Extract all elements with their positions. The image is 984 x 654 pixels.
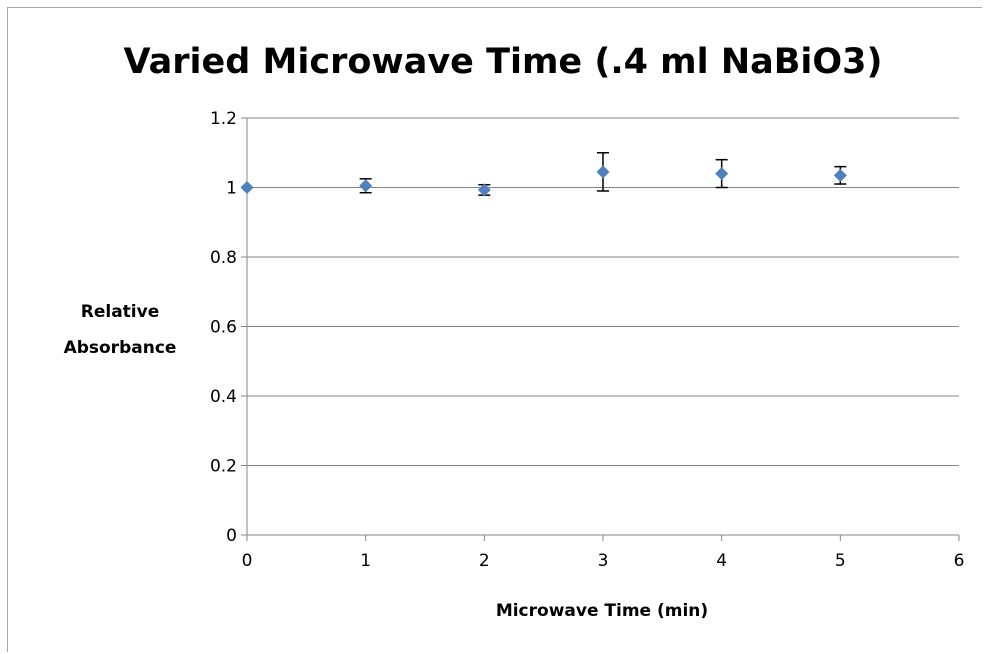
x-tick-label-0: 0 bbox=[242, 551, 253, 571]
data-markers bbox=[240, 165, 847, 197]
y-tick-label-6: 1.2 bbox=[210, 109, 237, 129]
y-tick-label-2: 0.4 bbox=[210, 387, 237, 407]
y-tick-label-4: 0.8 bbox=[210, 248, 237, 268]
x-tick-label-6: 6 bbox=[954, 551, 965, 571]
data-point-1 bbox=[359, 179, 373, 193]
y-tick-label-5: 1 bbox=[226, 179, 237, 199]
y-axis-title-line-2: Absorbance bbox=[64, 338, 177, 358]
x-tick-label-1: 1 bbox=[360, 551, 371, 571]
y-axis-title-line-1: Relative bbox=[81, 302, 159, 322]
x-axis-title: Microwave Time (min) bbox=[496, 601, 708, 621]
data-point-3 bbox=[596, 165, 610, 179]
y-tick-label-1: 0.2 bbox=[210, 457, 237, 477]
data-point-0 bbox=[240, 181, 254, 194]
x-tick-label-2: 2 bbox=[479, 551, 490, 571]
x-tick-label-4: 4 bbox=[716, 551, 727, 571]
y-tick-label-3: 0.6 bbox=[210, 318, 237, 338]
chart-title: Varied Microwave Time (.4 ml NaBiO3) bbox=[123, 42, 882, 82]
tick-labels: 0 0.2 0.4 0.6 0.8 1 1.2 0 1 2 3 4 5 6 bbox=[210, 109, 964, 571]
x-tick-label-3: 3 bbox=[598, 551, 609, 571]
chart-frame bbox=[7, 7, 982, 652]
gridlines bbox=[247, 117, 959, 466]
data-point-5 bbox=[833, 168, 847, 182]
data-point-4 bbox=[715, 167, 729, 181]
data-point-2 bbox=[477, 183, 491, 197]
x-tick-label-5: 5 bbox=[835, 551, 846, 571]
axes bbox=[241, 117, 960, 541]
y-tick-label-0: 0 bbox=[226, 526, 237, 546]
